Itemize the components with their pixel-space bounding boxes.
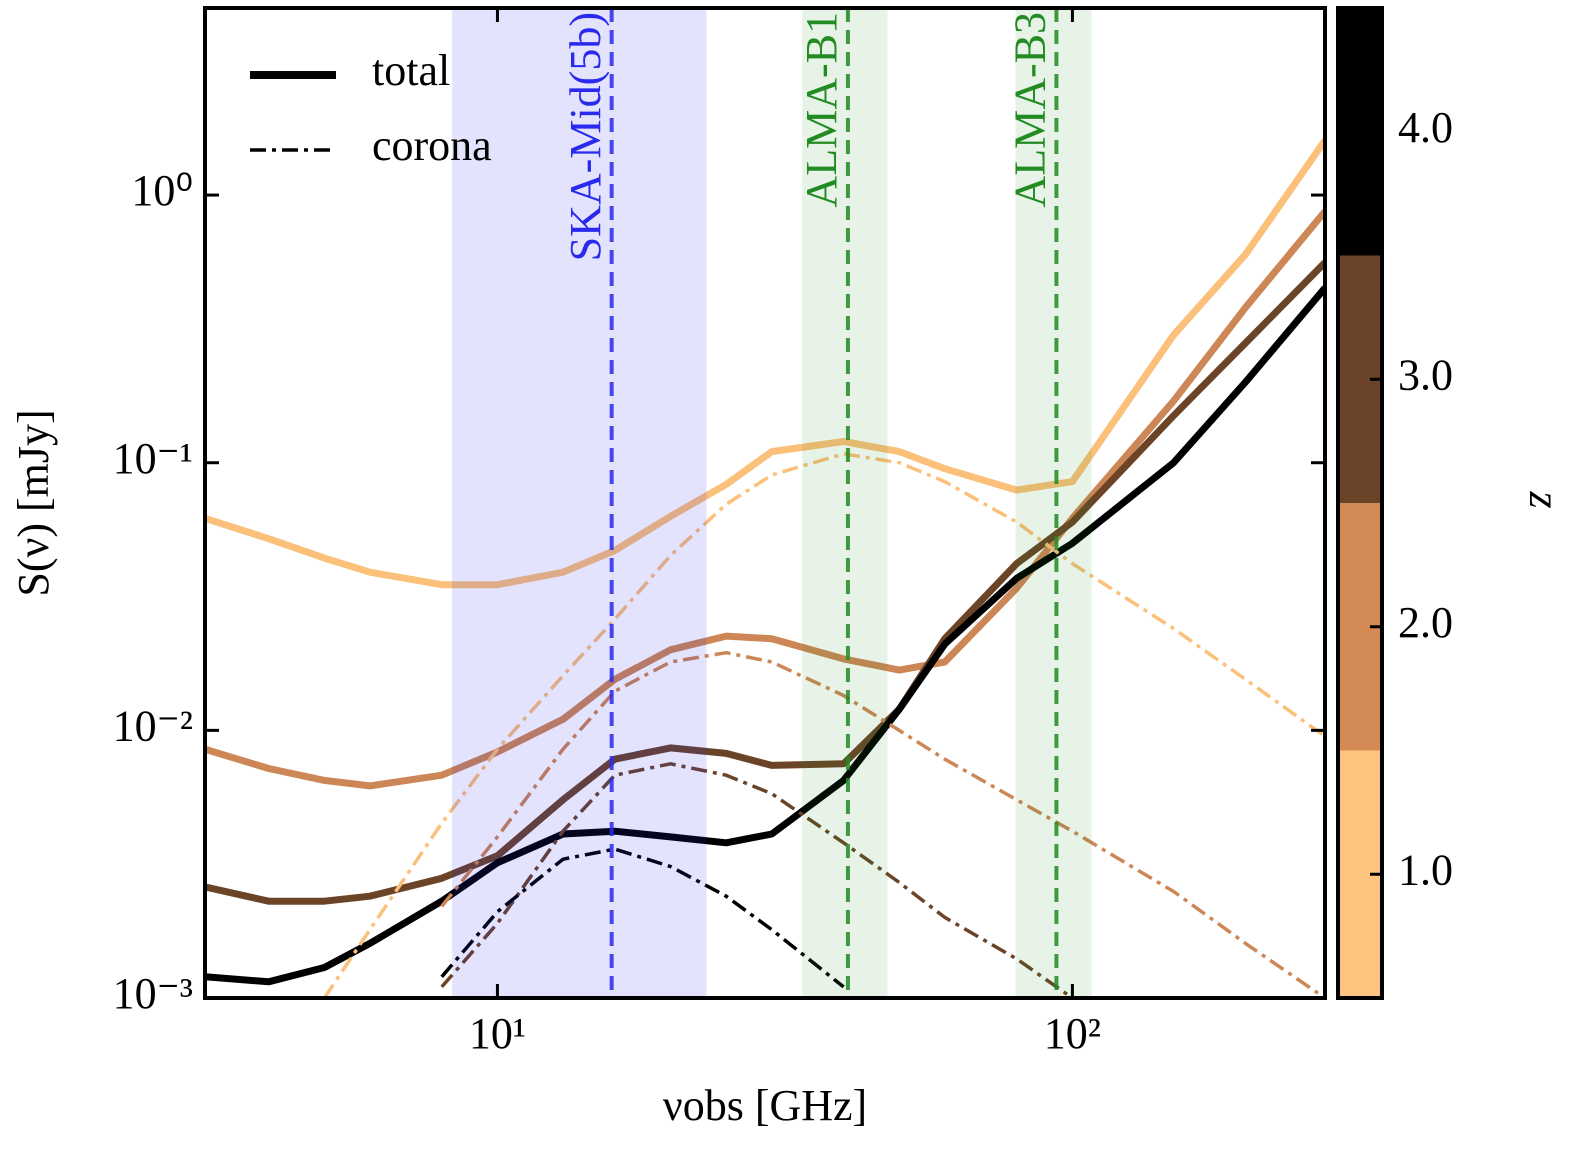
x-tick-label: 10¹ bbox=[469, 1009, 526, 1058]
corona-line bbox=[440, 650, 1325, 998]
band bbox=[452, 8, 707, 998]
total-line bbox=[205, 138, 1325, 589]
band-label: ALMA-B3 bbox=[1006, 12, 1055, 208]
band-lines: SKA-Mid(5b) ALMA-B1 ALMA-B3 bbox=[452, 8, 1092, 998]
corona-line bbox=[440, 762, 1074, 998]
band-label: SKA-Mid(5b) bbox=[561, 12, 610, 261]
colorbar-tick-label: 2.0 bbox=[1398, 598, 1453, 647]
y-tick-label: 10⁻³ bbox=[113, 969, 193, 1018]
band-label: ALMA-B1 bbox=[797, 12, 846, 208]
band bbox=[802, 8, 888, 998]
y-tick-label: 10⁻² bbox=[113, 701, 193, 750]
corona-line bbox=[322, 452, 1325, 998]
y-axis-label: S(ν) [mJy] bbox=[9, 409, 58, 596]
colorbar-frame bbox=[1336, 6, 1384, 1000]
x-tick-label: 10² bbox=[1044, 1009, 1101, 1058]
colorbar-tick-label: 3.0 bbox=[1398, 350, 1453, 399]
colorbar-label: z bbox=[1520, 490, 1569, 508]
band bbox=[1015, 8, 1092, 998]
axes: 10¹ 10² 10⁻³ 10⁻² 10⁻¹ 10⁰ total corona 1.0 2.0 3.… bbox=[113, 6, 1453, 1058]
total-line bbox=[205, 285, 1325, 986]
y-tick-label: 10⁰ bbox=[131, 166, 193, 215]
legend-label: total bbox=[372, 46, 450, 95]
y-tick-label: 10⁻¹ bbox=[113, 434, 193, 483]
x-axis-label: νobs [GHz] bbox=[663, 1081, 867, 1130]
lines bbox=[205, 138, 1325, 998]
total-line bbox=[205, 260, 1325, 905]
colorbar-tick-label: 1.0 bbox=[1398, 845, 1453, 894]
corona-line bbox=[440, 847, 845, 989]
total-line bbox=[205, 209, 1325, 790]
colorbar-tick-label: 4.0 bbox=[1398, 103, 1453, 152]
legend-label: corona bbox=[372, 121, 492, 170]
plot-frame bbox=[203, 6, 1327, 1000]
